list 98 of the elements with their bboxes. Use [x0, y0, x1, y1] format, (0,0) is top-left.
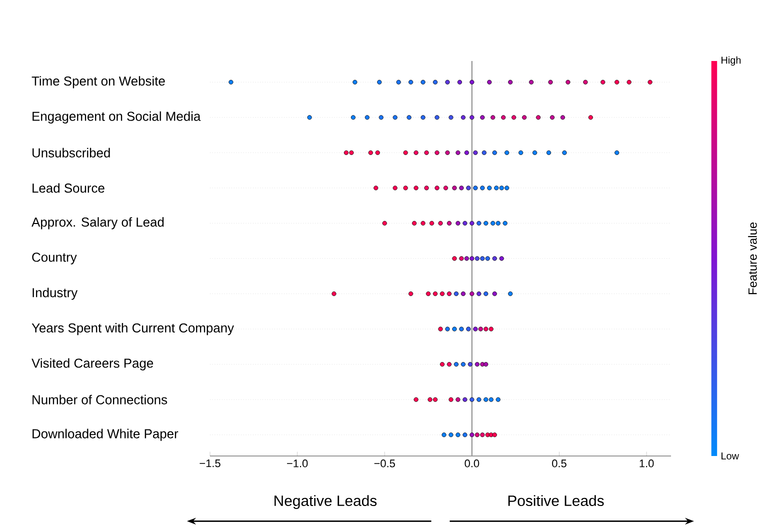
y-tick-label: Unsubscribed — [32, 148, 110, 158]
point — [536, 115, 541, 120]
point — [460, 115, 466, 120]
point — [414, 397, 418, 402]
point — [482, 150, 486, 155]
point — [487, 186, 492, 190]
point — [443, 186, 448, 190]
point — [420, 115, 426, 120]
point — [478, 326, 483, 332]
point — [485, 256, 490, 261]
point — [446, 291, 452, 296]
point — [408, 291, 414, 296]
point — [448, 115, 454, 120]
point — [456, 397, 460, 402]
x-tick-label: −1.0 — [287, 460, 308, 468]
y-tick-label: Visited Careers Page — [32, 358, 154, 370]
point — [480, 432, 485, 438]
point — [476, 291, 482, 296]
y-tick-label: Engagement on Social Media — [32, 111, 201, 124]
point — [344, 150, 349, 155]
point — [508, 291, 513, 296]
point — [452, 256, 457, 261]
point — [438, 326, 443, 332]
point — [459, 256, 464, 261]
point — [434, 115, 440, 120]
point — [518, 150, 524, 155]
point — [473, 326, 478, 332]
y-tick-label: Industry — [32, 288, 78, 300]
point — [499, 186, 504, 190]
point — [504, 150, 510, 155]
point — [440, 362, 445, 367]
point — [470, 397, 474, 402]
point — [470, 256, 474, 261]
point — [445, 150, 450, 155]
point — [406, 115, 412, 120]
point — [648, 80, 652, 84]
point — [466, 326, 471, 332]
point — [499, 256, 504, 261]
x-tick-label: 0.0 — [464, 460, 480, 468]
x-tick-label: 1.0 — [640, 460, 654, 468]
point — [445, 80, 450, 84]
point — [588, 115, 593, 120]
text: Negative Leads — [274, 495, 377, 509]
point — [446, 220, 452, 226]
y-tick-label: Years Spent with Current Company — [32, 322, 234, 336]
point — [470, 220, 474, 226]
point — [480, 256, 485, 261]
point — [432, 80, 438, 84]
point — [504, 186, 510, 190]
point — [428, 397, 432, 402]
point — [434, 186, 440, 190]
x-tick-label: 0.5 — [552, 460, 566, 468]
text: Positive Leads — [508, 495, 604, 506]
point — [496, 397, 500, 402]
point — [382, 220, 387, 226]
point — [374, 186, 378, 190]
point — [480, 115, 485, 120]
point — [426, 291, 431, 296]
point — [492, 256, 497, 261]
point — [414, 150, 418, 155]
point — [484, 220, 488, 226]
point — [480, 186, 485, 190]
point — [512, 115, 516, 120]
color-bar-label: High — [722, 56, 741, 66]
point — [566, 80, 570, 84]
x-tick-label: −1.5 — [200, 460, 220, 468]
point — [502, 220, 508, 226]
point — [474, 256, 480, 261]
point — [492, 291, 497, 296]
point — [392, 186, 398, 190]
point — [464, 150, 469, 155]
y-tick-label: Approx. Salary of Lead — [32, 217, 164, 230]
point — [332, 291, 336, 296]
point — [550, 115, 555, 120]
y-tick-label: Downloaded White Paper — [32, 428, 178, 441]
color-bar-title: Feature value — [748, 222, 757, 294]
point — [470, 80, 474, 84]
y-tick-label: Country — [32, 252, 77, 264]
color-bar-label: Low — [722, 452, 740, 460]
point — [508, 80, 513, 84]
point — [420, 220, 426, 226]
point — [494, 186, 499, 190]
point — [454, 291, 459, 296]
point — [432, 397, 438, 402]
point — [403, 186, 408, 190]
point — [522, 115, 527, 120]
point — [349, 150, 354, 155]
point — [368, 150, 373, 155]
y-tick-label: Time Spent on Website — [32, 76, 165, 88]
y-tick-label: Number of Connections — [32, 394, 168, 404]
y-tick-label: Lead Source — [32, 183, 104, 193]
point — [496, 220, 500, 226]
point — [457, 80, 462, 84]
x-tick-label: −0.5 — [374, 460, 395, 468]
point — [468, 362, 472, 367]
point — [412, 220, 417, 226]
point — [434, 150, 440, 155]
point — [560, 115, 566, 120]
